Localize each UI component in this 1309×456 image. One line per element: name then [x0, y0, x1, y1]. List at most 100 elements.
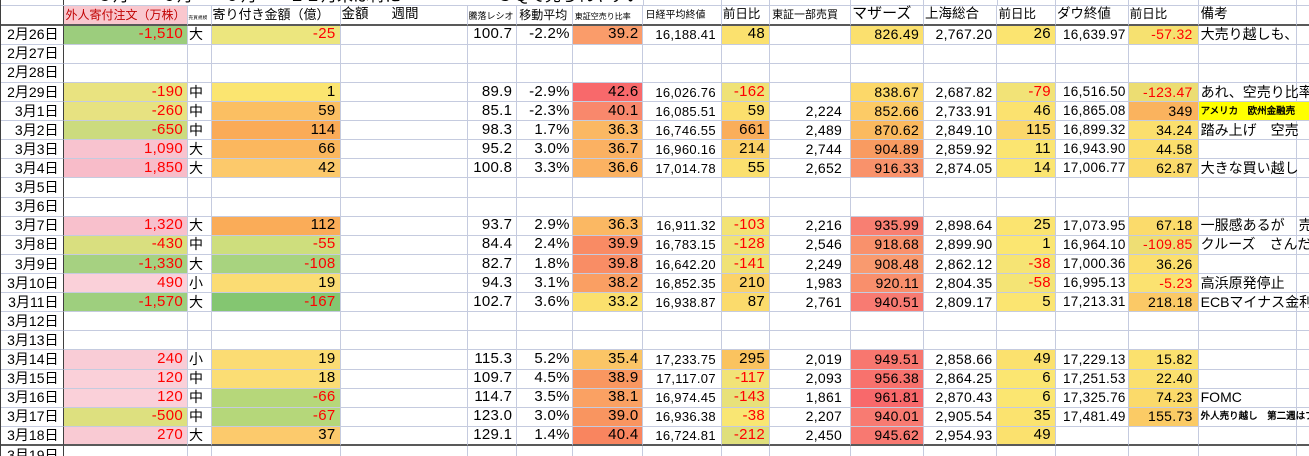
filler-cell[interactable] [1296, 293, 1309, 313]
nikkei-close-cell[interactable] [643, 331, 722, 351]
remark-cell[interactable] [1198, 63, 1297, 83]
nikkei-close-cell[interactable]: 16,188.41 [643, 25, 722, 45]
remark-cell[interactable]: ECBマイナス金利 [1198, 293, 1309, 313]
dow-close-cell[interactable]: 16,943.90 [1055, 140, 1129, 160]
remark-cell[interactable]: あれ、空売り比率 [1198, 82, 1309, 103]
moving-average-cell[interactable]: 3.6% [517, 293, 573, 313]
updown-ratio-cell[interactable] [467, 312, 518, 332]
nikkei-close-cell[interactable] [643, 63, 722, 83]
weekly-cell[interactable] [390, 388, 468, 408]
remark-cell[interactable]: クルーズ さんだ [1198, 235, 1309, 255]
foreign-orders-cell[interactable] [63, 331, 188, 351]
weekly-cell[interactable] [390, 407, 468, 427]
nikkei-close-cell[interactable]: 16,724.81 [643, 426, 722, 446]
size-class-cell[interactable]: 中 [188, 388, 212, 408]
tse-volume-cell[interactable] [770, 197, 852, 217]
dow-change-cell[interactable]: 34.24 [1128, 121, 1199, 141]
date-cell[interactable]: 3月10日 [1, 274, 64, 294]
dow-close-cell[interactable]: 17,251.53 [1055, 369, 1129, 389]
size-class-cell[interactable]: 中 [188, 369, 212, 389]
header-j[interactable]: 日経平均終値 [643, 6, 722, 26]
remark-cell[interactable] [1198, 331, 1297, 351]
tse-volume-cell[interactable]: 2,207 [770, 407, 852, 427]
mothers-cell[interactable]: 870.62 [851, 121, 925, 141]
size-class-cell[interactable]: 大 [188, 216, 212, 236]
dow-change-cell[interactable] [1128, 331, 1199, 351]
mothers-cell[interactable]: 918.68 [851, 235, 925, 255]
filler-cell[interactable] [1296, 198, 1309, 217]
short-ratio-cell[interactable]: 36.7 [572, 140, 644, 160]
tse-volume-cell[interactable]: 1,861 [770, 388, 852, 408]
size-class-cell[interactable] [188, 44, 212, 64]
short-ratio-cell[interactable]: 40.1 [572, 102, 644, 122]
date-cell[interactable]: 3月2日 [1, 121, 64, 141]
shanghai-cell[interactable] [924, 197, 998, 217]
mothers-cell[interactable] [851, 63, 925, 83]
opening-amount-cell[interactable]: -67 [211, 407, 341, 427]
moving-average-cell[interactable] [517, 63, 573, 83]
header-n[interactable]: 上海総合 [924, 6, 998, 26]
foreign-orders-cell[interactable] [63, 63, 188, 83]
filler-cell[interactable] [1296, 64, 1309, 83]
header-r[interactable]: 備考 [1198, 6, 1297, 26]
shanghai-change-cell[interactable]: 115 [997, 121, 1056, 141]
weekly-cell[interactable] [390, 216, 468, 236]
date-cell[interactable]: 3月4日 [1, 159, 64, 179]
opening-amount-cell[interactable] [211, 331, 341, 351]
nikkei-close-cell[interactable]: 16,085.51 [643, 102, 722, 122]
remark-cell[interactable]: 外人売り越し 第二週はブラッ [1198, 407, 1309, 427]
short-ratio-cell[interactable]: 35.4 [572, 350, 644, 370]
nikkei-close-cell[interactable]: 16,960.16 [643, 140, 722, 160]
tse-volume-cell[interactable] [770, 82, 852, 103]
foreign-orders-cell[interactable]: 270 [63, 427, 188, 446]
date-cell[interactable]: 3月19日 [1, 446, 64, 456]
shanghai-cell[interactable] [924, 331, 998, 351]
header-e[interactable]: 金額 [340, 6, 391, 26]
nikkei-close-cell[interactable]: 16,746.55 [643, 121, 722, 141]
short-ratio-cell[interactable]: 38.9 [572, 369, 644, 389]
filler-cell[interactable] [1296, 45, 1309, 64]
moving-average-cell[interactable]: -2.2% [517, 25, 573, 45]
short-ratio-cell[interactable] [572, 197, 644, 217]
short-ratio-cell[interactable]: 39.2 [572, 25, 644, 45]
filler-cell[interactable] [1296, 427, 1309, 446]
remark-cell[interactable] [1198, 350, 1297, 370]
dow-change-cell[interactable] [1128, 63, 1199, 83]
shanghai-change-cell[interactable]: 25 [997, 216, 1056, 236]
tse-volume-cell[interactable]: 2,216 [770, 216, 852, 236]
weekly-cell[interactable] [390, 426, 468, 446]
nikkei-close-cell[interactable]: 16,026.76 [643, 82, 722, 103]
shanghai-cell[interactable]: 2,859.92 [924, 140, 998, 160]
filler-cell[interactable] [1296, 255, 1309, 275]
nikkei-change-cell[interactable] [721, 178, 771, 198]
mothers-cell[interactable]: 916.33 [851, 159, 925, 179]
shanghai-change-cell[interactable]: 6 [997, 388, 1056, 408]
moving-average-cell[interactable]: 1.8% [517, 254, 573, 275]
foreign-orders-cell[interactable]: 240 [63, 350, 188, 370]
nikkei-close-cell[interactable]: 16,783.15 [643, 235, 722, 255]
amount-cell[interactable] [340, 350, 391, 370]
amount-cell[interactable] [340, 26, 391, 45]
moving-average-cell[interactable]: 2.9% [517, 216, 573, 236]
shanghai-cell[interactable]: 2,870.43 [924, 388, 998, 408]
nikkei-change-cell[interactable]: 55 [721, 159, 771, 179]
tse-volume-cell[interactable]: 1,983 [770, 274, 852, 294]
remark-cell[interactable]: アメリカ 欧州金融売り越しに [1198, 102, 1309, 122]
nikkei-change-cell[interactable] [721, 197, 771, 217]
shanghai-change-cell[interactable]: 49 [997, 350, 1056, 370]
tse-volume-cell[interactable]: 2,093 [770, 369, 852, 389]
shanghai-change-cell[interactable]: 35 [997, 407, 1056, 427]
updown-ratio-cell[interactable] [468, 446, 518, 456]
opening-amount-cell[interactable] [212, 446, 341, 456]
dow-close-cell[interactable] [1056, 446, 1129, 456]
header-m[interactable]: マザーズ [851, 6, 925, 26]
nikkei-close-cell[interactable] [643, 178, 722, 198]
tse-volume-cell[interactable] [770, 25, 852, 45]
shanghai-change-cell[interactable] [997, 63, 1056, 83]
header-p[interactable]: ダウ終値 [1055, 6, 1129, 26]
date-cell[interactable]: 3月8日 [1, 235, 64, 255]
filler-cell[interactable] [1296, 370, 1309, 389]
dow-change-cell[interactable]: 22.40 [1128, 369, 1199, 389]
nikkei-change-cell[interactable]: -143 [721, 388, 771, 408]
amount-cell[interactable] [340, 274, 391, 294]
